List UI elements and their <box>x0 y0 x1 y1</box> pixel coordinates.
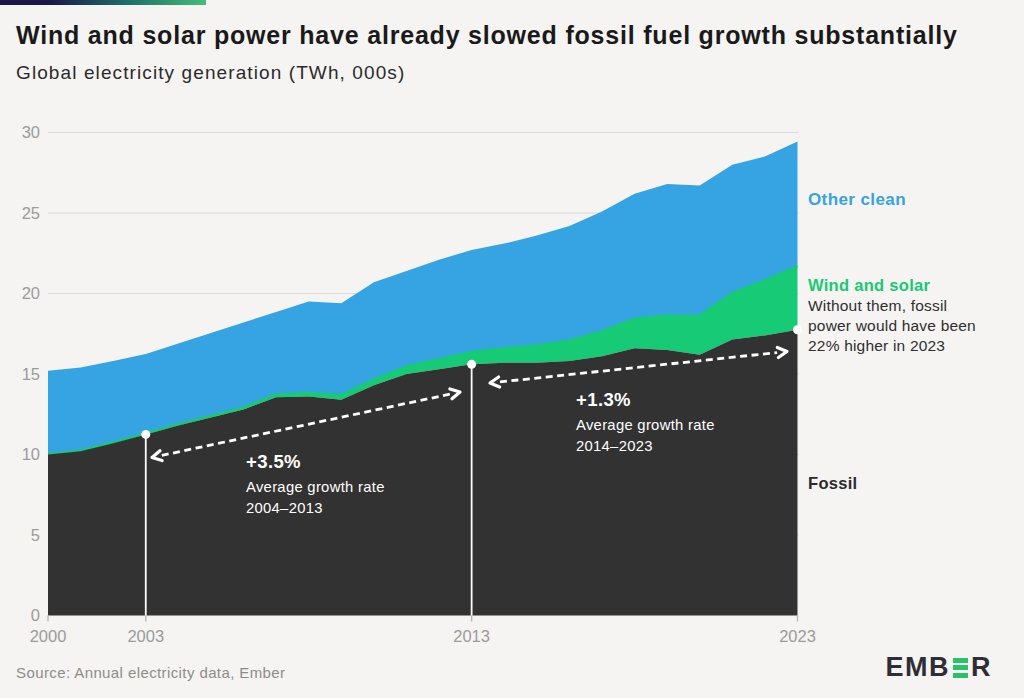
y-tick-label: 0 <box>31 606 40 624</box>
growth-rate-value: +1.3% <box>576 389 715 411</box>
y-tick-label: 5 <box>31 526 40 544</box>
y-tick-label: 25 <box>22 204 40 222</box>
x-tick-label: 2003 <box>127 627 164 645</box>
logo-text-right: R <box>971 652 992 683</box>
y-tick-label: 15 <box>22 365 40 383</box>
x-tick-label: 2000 <box>30 627 67 645</box>
growth-rate-label: Average growth rate <box>246 477 385 498</box>
y-tick-label: 10 <box>22 445 40 463</box>
growth-annotation-2004-2013: +3.5% Average growth rate 2004–2013 <box>246 451 385 518</box>
series-label-other-clean: Other clean <box>808 190 906 210</box>
logo-text-left: EMB <box>886 652 951 683</box>
growth-rate-value: +3.5% <box>246 451 385 473</box>
marker-dot <box>467 360 476 369</box>
growth-rate-label: Average growth rate <box>576 415 715 436</box>
growth-rate-period: 2014–2023 <box>576 436 715 457</box>
growth-rate-period: 2004–2013 <box>246 498 385 519</box>
marker-dot <box>793 325 802 334</box>
marker-dot <box>141 430 150 439</box>
growth-annotation-2014-2023: +1.3% Average growth rate 2014–2023 <box>576 389 715 456</box>
y-tick-label: 20 <box>22 284 40 302</box>
series-label-fossil: Fossil <box>808 474 857 493</box>
series-label-wind-solar: Wind and solar <box>808 276 930 295</box>
y-tick-label: 30 <box>22 123 40 141</box>
x-tick-label: 2013 <box>453 627 490 645</box>
ember-logo: EMB R <box>886 652 993 683</box>
x-tick-label: 2023 <box>779 627 816 645</box>
wind-solar-note: Without them, fossil power would have be… <box>808 296 990 356</box>
logo-e-icon <box>953 658 968 678</box>
source-attribution: Source: Annual electricity data, Ember <box>16 664 286 681</box>
